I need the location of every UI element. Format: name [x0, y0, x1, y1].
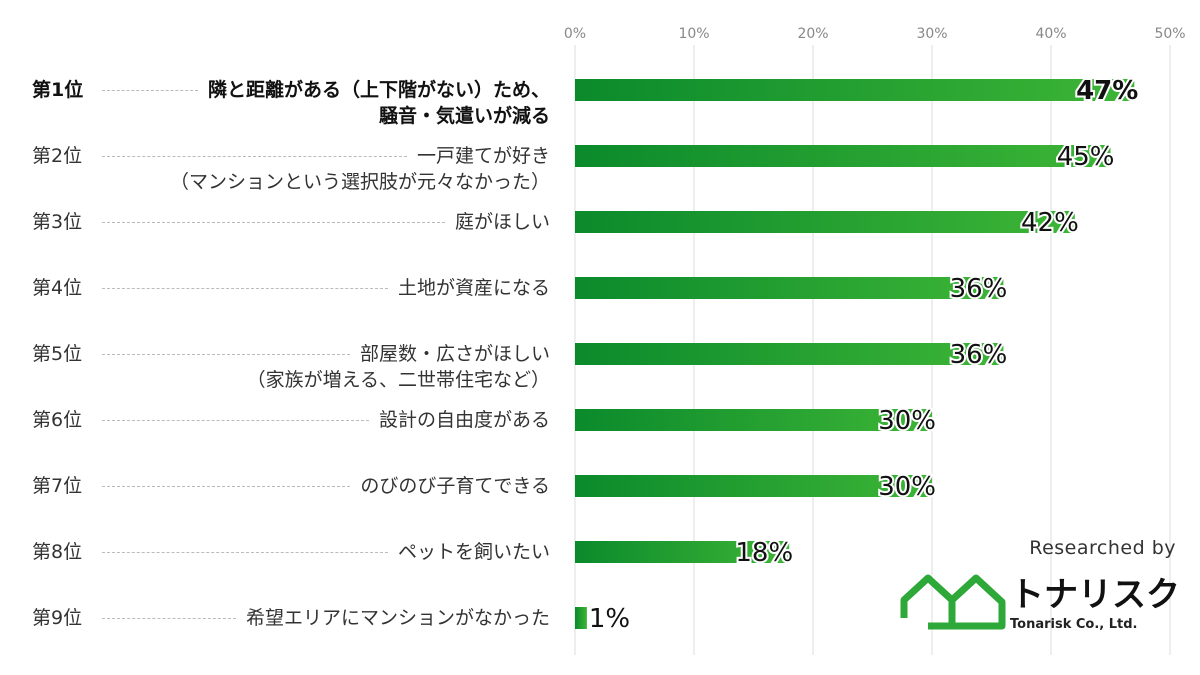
svg-text:Tonarisk Co., Ltd.: Tonarisk Co., Ltd.: [1010, 617, 1138, 632]
x-tick-label: 0%: [564, 26, 586, 42]
leader-line: [102, 618, 236, 619]
category-label-line: 騒音・気遣いが減る: [378, 105, 550, 127]
bar: [575, 211, 1075, 233]
bar: [575, 277, 1004, 299]
category-label-line: 隣と距離がある（上下階がない）ため、: [207, 79, 550, 101]
bar: [575, 541, 790, 563]
category-label-line: 庭がほしい: [454, 211, 550, 233]
leader-line: [102, 288, 388, 289]
leader-line: [102, 90, 198, 91]
category-label: 部屋数・広さがほしい （家族が増える、二世帯住宅など）: [247, 341, 550, 393]
data-label: 30%: [878, 472, 936, 502]
category-label-line: ペットを飼いたい: [397, 541, 550, 563]
bar: [575, 343, 1004, 365]
x-tick-label: 20%: [797, 26, 828, 42]
leader-line: [102, 552, 388, 553]
category-label: 庭がほしい: [455, 209, 550, 235]
category-label-line: 部屋数・広さがほしい: [359, 343, 550, 365]
rank-label: 第3位: [32, 211, 83, 233]
svg-text:トナリスク: トナリスク: [1010, 575, 1180, 615]
data-label: 18%: [735, 538, 793, 568]
rank-label: 第5位: [32, 343, 83, 365]
data-label: 36%: [950, 274, 1008, 304]
bar: [575, 145, 1111, 167]
category-label: 一戸建てが好き （マンションという選択肢が元々なかった）: [170, 143, 550, 195]
x-tick-label: 40%: [1035, 26, 1066, 42]
rank-label: 第7位: [32, 475, 83, 497]
x-tick-label: 10%: [678, 26, 709, 42]
researched-by-text: Researched by: [1029, 537, 1176, 559]
data-label: 30%: [878, 406, 936, 436]
category-label-line: 一戸建てが好き: [416, 145, 550, 167]
leader-line: [102, 156, 407, 157]
data-label: 42%: [1021, 208, 1079, 238]
leader-line: [102, 420, 369, 421]
bar: [575, 79, 1135, 101]
data-label: 47%: [1076, 76, 1138, 106]
leader-line: [102, 222, 445, 223]
rank-label: 第1位: [32, 79, 84, 101]
category-label-line: 土地が資産になる: [397, 277, 550, 299]
rank-label: 第2位: [32, 145, 83, 167]
leader-line: [102, 354, 350, 355]
bar: [575, 409, 932, 431]
rank-label: 第4位: [32, 277, 83, 299]
rank-label: 第6位: [32, 409, 83, 431]
bar: [575, 475, 932, 497]
category-label: のびのび子育てできる: [360, 473, 550, 499]
leader-line: [102, 486, 350, 487]
category-label-line: 希望エリアにマンションがなかった: [245, 607, 550, 629]
rank-label: 第8位: [32, 541, 83, 563]
bar: [575, 607, 587, 629]
tonarisk-logo: トナリスク Tonarisk Co., Ltd.: [900, 574, 1180, 632]
category-label-line: 設計の自由度がある: [378, 409, 550, 431]
category-label-line: のびのび子育てできる: [360, 475, 550, 497]
category-label: 希望エリアにマンションがなかった: [246, 605, 550, 631]
rank-label: 第9位: [32, 607, 83, 629]
category-label-line: （マンションという選択肢が元々なかった）: [169, 171, 550, 193]
category-label: 土地が資産になる: [398, 275, 550, 301]
category-label: 設計の自由度がある: [379, 407, 550, 433]
x-tick-label: 50%: [1154, 26, 1185, 42]
data-label: 1%: [589, 604, 630, 634]
data-label: 45%: [1057, 142, 1115, 172]
category-label-line: （家族が増える、二世帯住宅など）: [246, 369, 550, 391]
data-label: 36%: [950, 340, 1008, 370]
x-tick-label: 30%: [916, 26, 947, 42]
category-label: ペットを飼いたい: [398, 539, 550, 565]
category-label: 隣と距離がある（上下階がない）ため、騒音・気遣いが減る: [208, 77, 550, 129]
